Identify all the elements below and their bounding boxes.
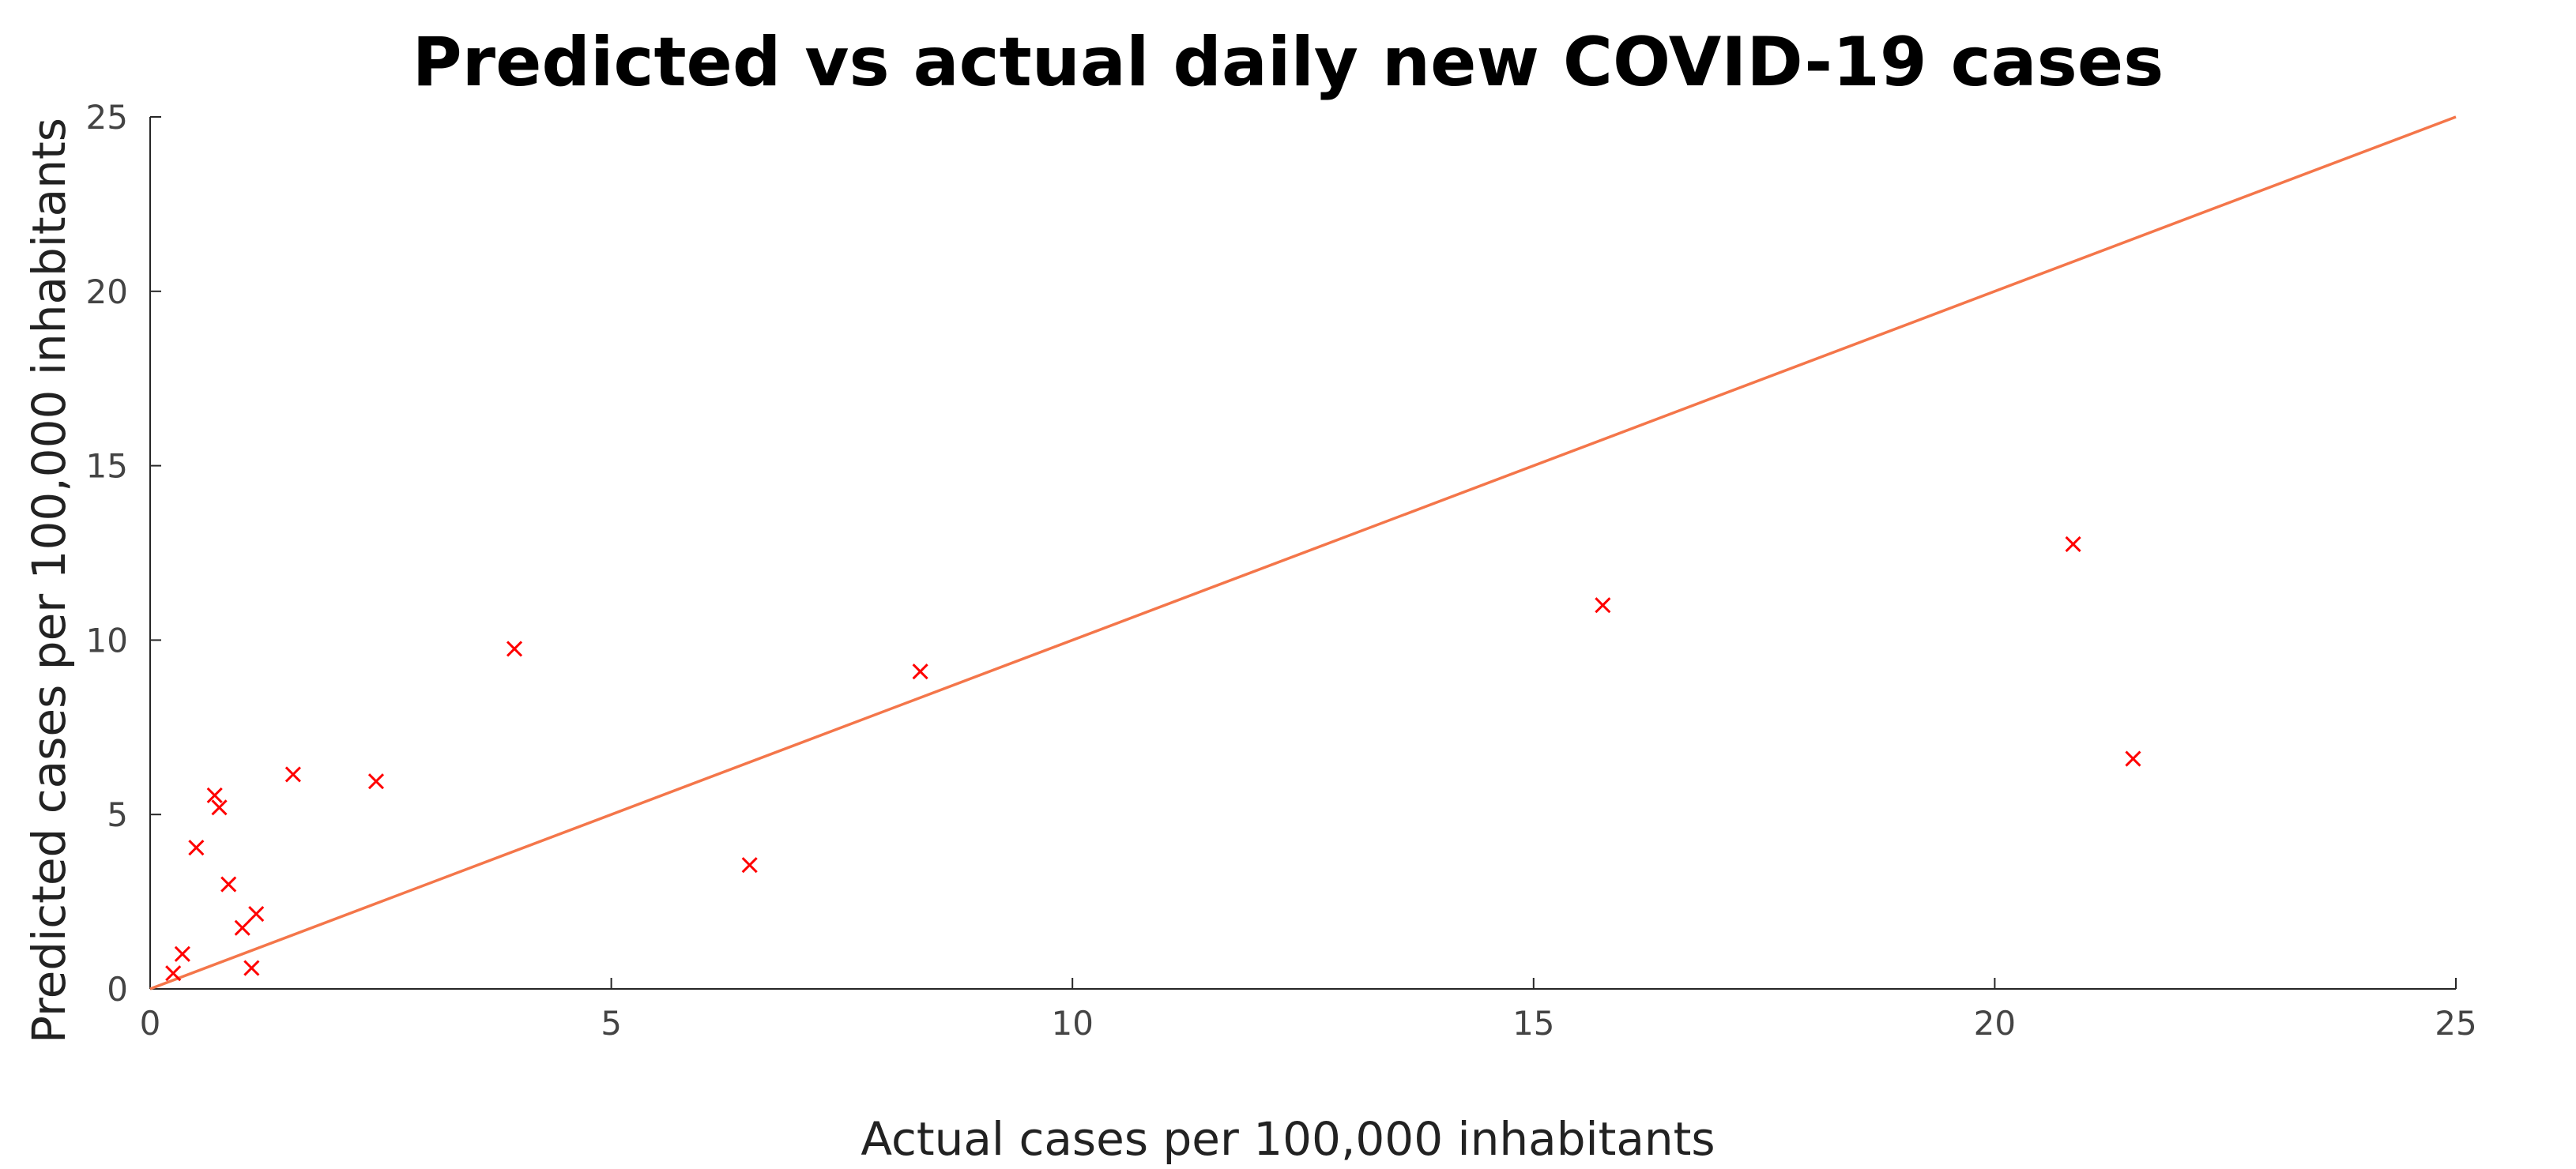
chart-title: Predicted vs actual daily new COVID-19 c… [412,23,2164,102]
data-point [165,965,182,982]
data-point [284,766,301,783]
y-tick-label: 10 [86,621,128,660]
x-tick-label: 15 [1512,1004,1554,1043]
data-point [243,960,260,976]
x-tick-label: 25 [2435,1004,2476,1043]
x-tick-label: 20 [1974,1004,2016,1043]
x-axis-label: Actual cases per 100,000 inhabitants [861,1112,1715,1166]
data-point [2125,750,2141,767]
y-tick-label: 25 [86,98,128,137]
y-tick-label: 20 [86,273,128,311]
data-point [248,905,265,923]
x-tick-label: 0 [140,1004,161,1043]
data-point [741,857,758,874]
data-point [506,641,523,657]
data-point [2065,536,2081,553]
data-point [206,787,223,803]
y-tick-label: 15 [86,447,128,486]
x-tick-label: 10 [1051,1004,1093,1043]
x-tick-label: 5 [601,1004,622,1043]
y-tick-label: 5 [107,795,128,834]
data-point [234,919,250,936]
data-point [367,773,385,790]
data-point [912,663,928,680]
y-axis-label: Predicted cases per 100,000 inhabitants [22,118,76,1043]
data-point [1595,597,1611,614]
data-point [188,840,205,856]
data-point [220,876,237,893]
data-point [211,799,228,816]
y-tick-label: 0 [107,970,128,1009]
reference-line [149,115,2457,990]
data-point [174,945,190,962]
